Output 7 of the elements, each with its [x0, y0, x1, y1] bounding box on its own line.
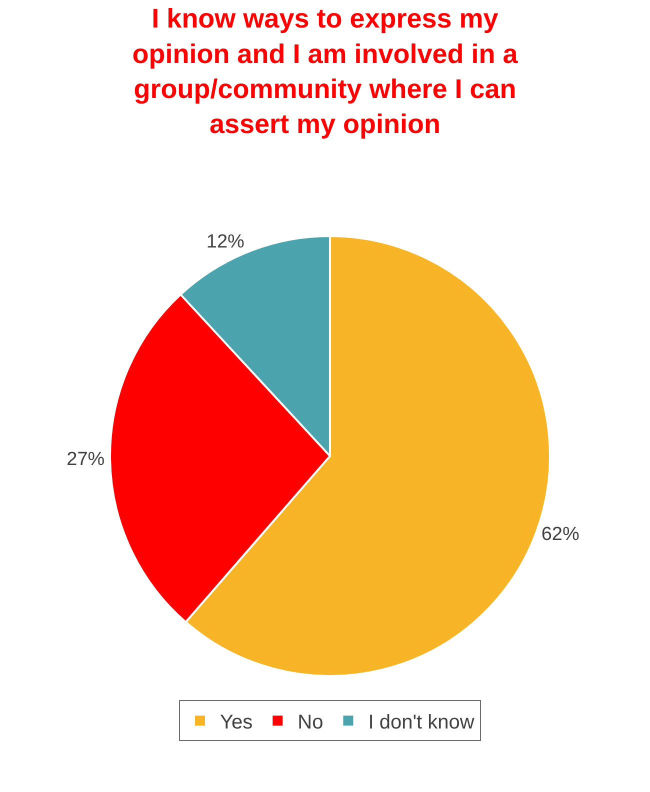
chart-title: I know ways to express my opinion and I am involved in a group/community where I can assert my opinion — [132, 4, 519, 140]
legend-label: I don't know — [368, 711, 475, 734]
data-label: 62% — [541, 524, 580, 545]
data-label: 27% — [66, 448, 105, 470]
legend-label: No — [298, 711, 324, 734]
legend-label: Yes — [220, 711, 253, 734]
data-label: 12% — [206, 232, 245, 253]
